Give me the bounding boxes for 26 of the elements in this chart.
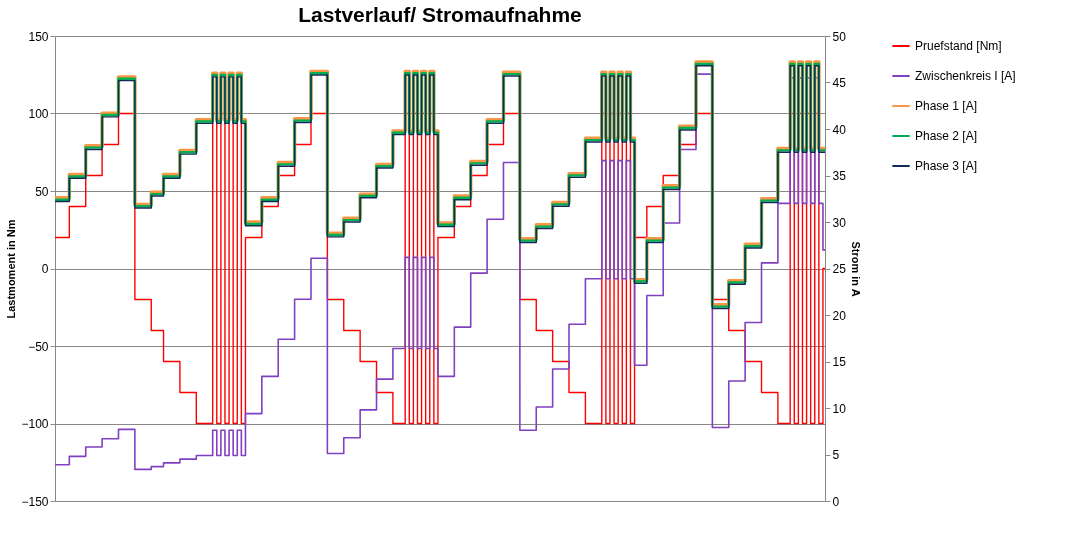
y2-tick-label: 35 bbox=[832, 169, 847, 183]
y2-tick-label: 50 bbox=[832, 29, 847, 44]
y2-tick-label: 0 bbox=[832, 494, 840, 509]
y2-tick-label: 5 bbox=[832, 448, 840, 462]
y-tick-label: 0 bbox=[41, 262, 49, 276]
y2-tick-label: 25 bbox=[832, 262, 847, 276]
y-tick-label: 100 bbox=[28, 107, 49, 121]
y-tick-label: −100 bbox=[21, 417, 49, 431]
chart-title: Lastverlauf/ Stromaufnahme bbox=[298, 3, 582, 26]
y2-tick-label: 40 bbox=[832, 122, 847, 137]
y2-tick-label: 10 bbox=[832, 401, 847, 416]
legend-label: Pruefstand [Nm] bbox=[915, 39, 1002, 53]
y2-tick-label: 20 bbox=[832, 308, 847, 323]
y2-tick-label: 15 bbox=[832, 355, 847, 369]
legend-label: Phase 2 [A] bbox=[915, 129, 978, 143]
y2-axis-title: Strom in A bbox=[849, 241, 862, 297]
legend-label: Phase 3 [A] bbox=[915, 159, 978, 173]
y2-tick-label: 30 bbox=[832, 215, 847, 230]
y2-tick-label: 45 bbox=[832, 76, 847, 90]
y-tick-label: −50 bbox=[28, 339, 49, 354]
y-tick-label: 150 bbox=[28, 29, 49, 44]
y-tick-label: −150 bbox=[21, 494, 49, 509]
y-tick-label: 50 bbox=[35, 184, 49, 199]
legend-label: Zwischenkreis I [A] bbox=[915, 69, 1016, 83]
y-axis-title: Lastmoment in Nm bbox=[5, 219, 18, 319]
legend-label: Phase 1 [A] bbox=[915, 99, 978, 113]
